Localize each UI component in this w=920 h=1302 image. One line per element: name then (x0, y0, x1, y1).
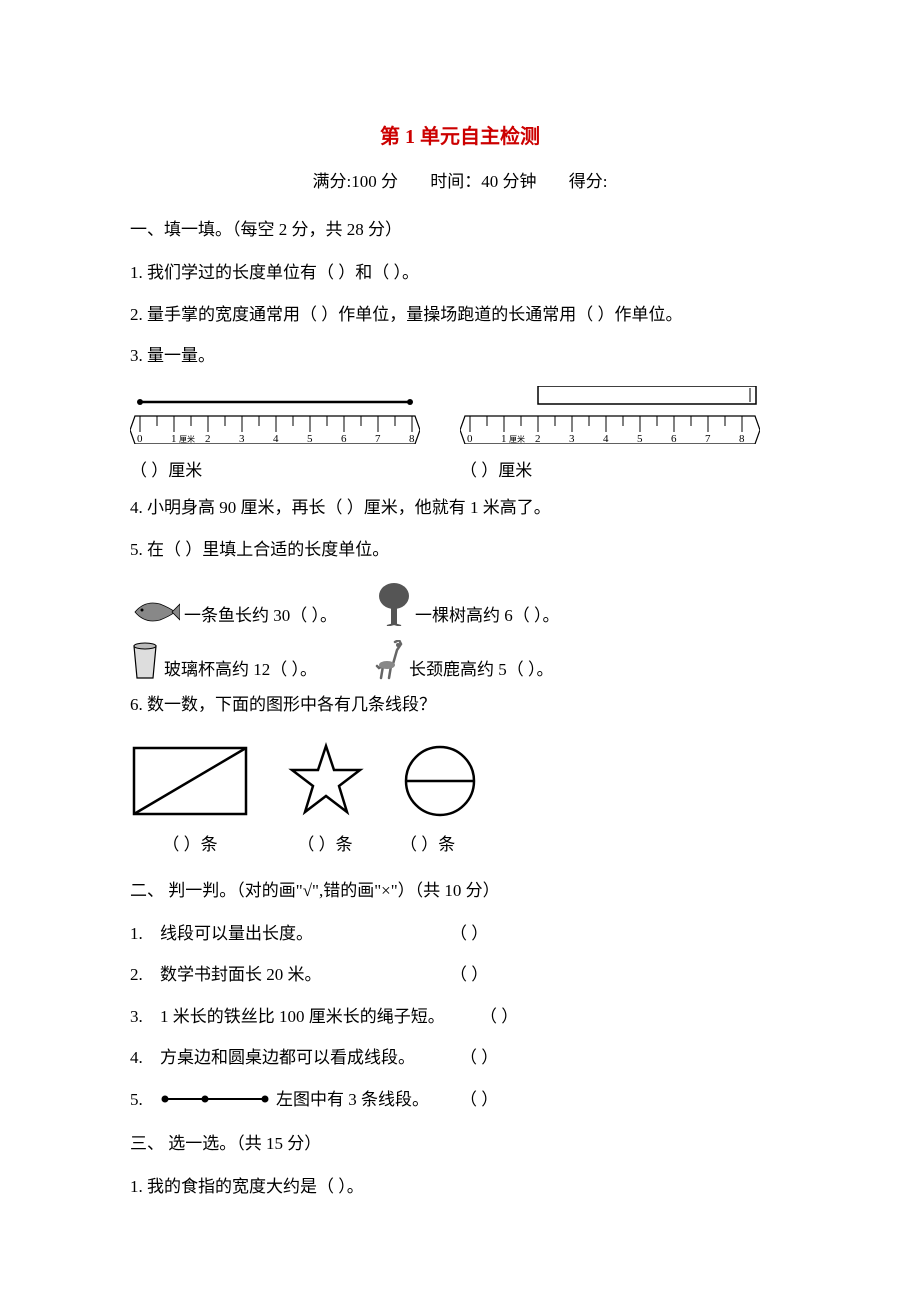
shapes-row (130, 742, 790, 820)
judge-3-num: 3. (130, 998, 160, 1035)
judge-5-num: 5. (130, 1081, 160, 1118)
section2-heading: 二、 判一判。（对的画"√",错的画"×"）（共 10 分） (130, 875, 790, 907)
section1-heading: 一、填一填。（每空 2 分，共 28 分） (130, 214, 790, 246)
section3-heading: 三、 选一选。（共 15 分） (130, 1128, 790, 1160)
judge-4: 4. 方桌边和圆桌边都可以看成线段。 （ ） (130, 1039, 790, 1076)
judge-4-paren: （ ） (460, 1039, 498, 1076)
unit-row-1: 一条鱼长约 30（ ）。 一棵树高约 6（ ）。 (130, 582, 790, 626)
shape-circle-diameter (402, 743, 478, 819)
svg-text:厘米: 厘米 (509, 434, 525, 444)
svg-text:8: 8 (739, 433, 745, 444)
cup-item: 玻璃杯高约 12（ ）。 (130, 642, 317, 680)
score-label: 得分: (569, 172, 608, 191)
ruler-rect-right: 0 1 2 3 4 5 6 7 8 厘米 (460, 386, 760, 444)
shape-star (286, 742, 366, 820)
page-title: 第 1 单元自主检测 (130, 120, 790, 149)
judge-5-content: 左图中有 3 条线段。 (160, 1081, 460, 1118)
judge-1-paren: （ ） (450, 915, 488, 952)
judge-3-text: 1 米长的铁丝比 100 厘米长的绳子短。 (160, 998, 480, 1035)
svg-text:4: 4 (273, 433, 279, 444)
shape-caption-a: （ ）条 (130, 830, 250, 855)
svg-text:1: 1 (501, 433, 507, 444)
judge-3: 3. 1 米长的铁丝比 100 厘米长的绳子短。 （ ） (130, 998, 790, 1035)
svg-text:6: 6 (671, 433, 677, 444)
shape-caption-c: （ ）条 (400, 830, 500, 855)
tree-item: 一棵树高约 6（ ）。 (377, 582, 560, 626)
page-meta: 满分:100 分 时间：40 分钟 得分: (130, 167, 790, 192)
fish-item: 一条鱼长约 30（ ）。 (130, 598, 337, 626)
judge-5: 5. 左图中有 3 条线段。 （ ） (130, 1081, 790, 1118)
section1-q1: 1. 我们学过的长度单位有（ ）和（ ）。 (130, 254, 790, 291)
fish-text: 一条鱼长约 30（ ）。 (184, 601, 337, 626)
judge-5-paren: （ ） (460, 1081, 498, 1118)
line-3-dots-icon (160, 1091, 270, 1107)
ruler-caption-left: （ ）厘米 (130, 456, 420, 481)
svg-text:7: 7 (375, 433, 381, 444)
judge-5-text: 左图中有 3 条线段。 (276, 1081, 429, 1118)
svg-text:0: 0 (137, 433, 143, 444)
section1-q6-label: 6. 数一数，下面的图形中各有几条线段？ (130, 686, 790, 723)
svg-text:2: 2 (205, 433, 211, 444)
judge-2-paren: （ ） (450, 956, 488, 993)
section1-q3-label: 3. 量一量。 (130, 337, 790, 374)
giraffe-text: 长颈鹿高约 5（ ）。 (409, 655, 554, 680)
full-score-label: 满分:100 分 (313, 172, 398, 191)
tree-icon (377, 582, 411, 626)
svg-text:0: 0 (467, 433, 473, 444)
unit-row-2: 玻璃杯高约 12（ ）。 长颈鹿高约 5（ ）。 (130, 640, 790, 680)
judge-2-text: 数学书封面长 20 米。 (160, 956, 450, 993)
giraffe-item: 长颈鹿高约 5（ ）。 (371, 640, 554, 680)
svg-text:2: 2 (535, 433, 541, 444)
svg-text:8: 8 (409, 433, 415, 444)
svg-text:1: 1 (171, 433, 177, 444)
ruler-block-left: 0 1 2 3 4 5 6 7 8 厘米 （ ）厘米 (130, 394, 420, 481)
svg-text:6: 6 (341, 433, 347, 444)
judge-1-text: 线段可以量出长度。 (160, 915, 450, 952)
ruler-caption-right: （ ）厘米 (460, 456, 760, 481)
giraffe-icon (371, 640, 405, 680)
svg-text:3: 3 (239, 433, 245, 444)
judge-3-paren: （ ） (480, 998, 518, 1035)
svg-text:3: 3 (569, 433, 575, 444)
svg-text:5: 5 (307, 433, 313, 444)
svg-text:5: 5 (637, 433, 643, 444)
cup-icon (130, 642, 160, 680)
judge-4-text: 方桌边和圆桌边都可以看成线段。 (160, 1039, 460, 1076)
svg-text:4: 4 (603, 433, 609, 444)
section1-q4: 4. 小明身高 90 厘米，再长（ ）厘米，他就有 1 米高了。 (130, 489, 790, 526)
section1-q5-label: 5. 在（ ）里填上合适的长度单位。 (130, 531, 790, 568)
judge-1: 1. 线段可以量出长度。 （ ） (130, 915, 790, 952)
fish-icon (130, 598, 180, 626)
section1-q2: 2. 量手掌的宽度通常用（ ）作单位，量操场跑道的长通常用（ ）作单位。 (130, 296, 790, 333)
shape-caption-b: （ ）条 (270, 830, 380, 855)
judge-2-num: 2. (130, 956, 160, 993)
ruler-row: 0 1 2 3 4 5 6 7 8 厘米 （ ）厘米 0 1 2 3 4 5 6 7 8 厘米 （ ）厘米 (130, 386, 790, 481)
svg-text:厘米: 厘米 (179, 434, 195, 444)
shape-captions: （ ）条 （ ）条 （ ）条 (130, 830, 790, 855)
shape-rectangle-diagonal (130, 744, 250, 818)
tree-text: 一棵树高约 6（ ）。 (415, 601, 560, 626)
cup-text: 玻璃杯高约 12（ ）。 (164, 655, 317, 680)
section3-q1: 1. 我的食指的宽度大约是（ ）。 (130, 1168, 790, 1205)
ruler-block-right: 0 1 2 3 4 5 6 7 8 厘米 （ ）厘米 (460, 386, 760, 481)
ruler-line-left: 0 1 2 3 4 5 6 7 8 厘米 (130, 394, 420, 444)
time-label: 时间：40 分钟 (430, 172, 536, 191)
judge-4-num: 4. (130, 1039, 160, 1076)
judge-1-num: 1. (130, 915, 160, 952)
svg-text:7: 7 (705, 433, 711, 444)
judge-2: 2. 数学书封面长 20 米。 （ ） (130, 956, 790, 993)
